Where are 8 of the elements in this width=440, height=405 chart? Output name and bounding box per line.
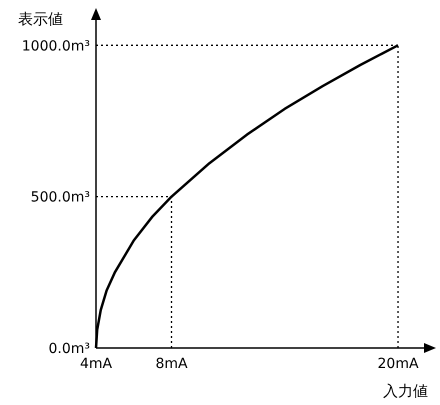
x-axis-title: 入力値 — [383, 382, 428, 400]
y-tick-label: 0.0m³ — [48, 341, 90, 357]
y-axis-title: 表示値 — [18, 10, 63, 28]
x-tick-label: 4mA — [80, 356, 112, 372]
x-tick-label: 20mA — [378, 356, 419, 372]
x-tick-label: 8mA — [155, 356, 188, 372]
y-tick-label: 1000.0m³ — [22, 38, 90, 54]
y-tick-label: 500.0m³ — [30, 190, 90, 206]
